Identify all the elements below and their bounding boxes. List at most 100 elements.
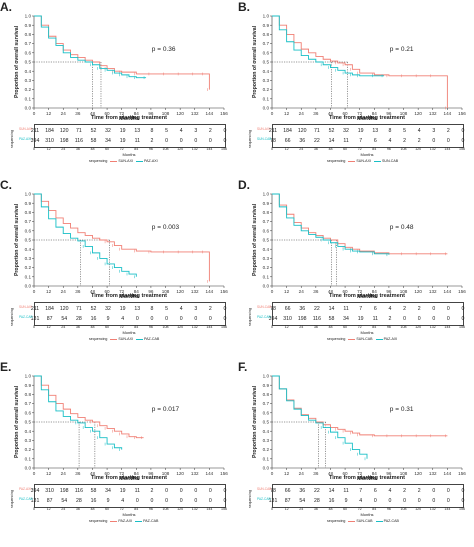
risk-count: 0 [194,488,198,494]
risk-x-title: Months [360,330,374,335]
risk-count: 78 [270,306,276,312]
risk-x-tick-label: 0 [33,147,35,151]
x-tick-label: 24 [299,289,305,294]
risk-count: 19 [119,306,126,312]
x-tick-label: 24 [61,289,67,294]
risk-x-tick-label: 108 [162,147,169,151]
y-axis-title: Proportion of overall survival [14,203,20,277]
x-tick-label: 156 [458,111,466,116]
x-tick-label: 144 [444,289,452,294]
risk-count: 131 [30,498,40,504]
risk-x-tick-label: 72 [357,325,362,329]
x-tick-label: 108 [162,471,170,476]
x-tick-label: 48 [328,289,334,294]
legend-item: SUN-CAB [373,159,398,163]
y-tick-label: 1.0 [25,374,32,379]
risk-x-tick-label: 24 [61,147,66,151]
x-tick-label: 12 [46,471,52,476]
risk-count: 211 [30,306,40,312]
x-tick-label: 132 [429,289,437,294]
risk-x-tick-label: 96 [386,147,391,151]
legend-title: sequencing [327,159,346,163]
x-tick-label: 0 [271,471,274,476]
km-curve-paz-cab [34,375,123,450]
risk-count: 19 [119,488,126,494]
y-tick-label: 0.8 [263,32,270,37]
risk-count: 0 [150,316,154,322]
risk-count: 0 [179,498,183,504]
y-axis-title: Proportion of overall survival [252,25,258,99]
x-tick-label: 120 [176,289,184,294]
risk-count: 87 [46,316,53,322]
legend-label: SUN-AXI [356,159,371,163]
risk-table: 394 310 198 116 58 34 19 11 2 0 0 0 0 0 131 87 54 28 16 9 4 0… [31,484,226,508]
risk-count: 0 [165,138,168,144]
risk-count: 2 [150,488,154,494]
risk-table-row: 211 184 120 71 52 32 19 13 8 5 4 3 2 0 [269,127,465,136]
x-tick-label: 60 [343,471,349,476]
x-tick-label: 156 [220,111,228,116]
plot-svg: 0.0 0.1 0.2 0.3 0.4 0.5 0.6 0.7 0.8 0.9 1.0 0 12 24 36… [263,14,467,116]
y-tick-label: 0.1 [263,96,270,101]
x-tick-label: 12 [284,471,290,476]
risk-count: 4 [359,498,363,504]
risk-count: 54 [61,316,68,322]
risk-count: 131 [268,498,278,504]
y-tick-label: 0.5 [263,420,270,425]
risk-x-tick-label: 84 [372,147,377,151]
risk-row-label: PAZ-AXI [19,137,32,141]
risk-count: 52 [328,128,335,134]
risk-x-tick-label: 48 [90,147,95,151]
risk-table-row: 131 87 54 28 16 9 4 0 0 0 0 0 0 0 [269,497,465,506]
risk-count: 4 [388,488,392,494]
x-tick-label: 12 [46,289,52,294]
risk-x-tick-label: 144 [444,147,451,151]
risk-x-tick-label: 12 [46,507,51,511]
risk-count: 2 [403,488,406,494]
legend-swatch [373,160,381,162]
x-tick-label: 96 [148,471,154,476]
risk-x-tick-label: 156 [459,147,465,151]
risk-count: 0 [446,138,450,144]
legend-item: SUN-CAB [348,519,373,523]
legend-label: PAZ-AXI [118,519,133,523]
x-tick-label: 120 [414,111,422,116]
km-curve-sun-axi [34,193,210,282]
legend-item: PAZ-CAB [135,519,158,523]
risk-x-tick-label: 48 [328,325,333,329]
y-axis-title: Proportion of overall survival [252,203,258,277]
risk-count: 198 [59,138,69,144]
y-tick-label: 0.1 [25,456,32,461]
legend-label: PAZ-CAB [143,519,159,523]
risk-count: 184 [283,128,292,134]
legend-label: PAZ-CAB [383,519,399,523]
risk-count: 0 [446,306,450,312]
legend-swatch [348,338,356,340]
risk-count: 36 [299,138,306,144]
risk-count: 0 [135,316,139,322]
y-tick-label: 0.7 [263,219,270,224]
risk-count: 116 [74,138,83,144]
x-tick-label: 96 [148,289,154,294]
risk-count: 6 [373,306,377,312]
risk-table: 211 184 120 71 52 32 19 13 8 5 4 3 2 0 131 87 54 28 16 9 4 0 0… [31,302,226,326]
risk-x-tick-label: 0 [33,507,35,511]
risk-count: 4 [417,128,421,134]
risk-x-tick-label: 132 [191,147,198,151]
x-tick-label: 24 [61,471,67,476]
x-tick-label: 36 [313,289,319,294]
y-tick-label: 0.3 [263,78,270,83]
y-axis-title: Proportion of overall survival [14,385,20,459]
risk-row-label: SUN-AXI [257,127,270,131]
risk-count: 78 [270,138,276,144]
km-curve-paz-axi [34,15,147,79]
x-tick-label: 0 [33,289,36,294]
risk-count: 0 [223,498,227,504]
y-tick-label: 1.0 [25,14,32,19]
risk-count: 0 [223,128,227,134]
x-tick-label: 36 [75,289,81,294]
km-curve-sun-cab [272,15,385,77]
risk-count: 0 [165,488,168,494]
risk-count: 0 [461,128,465,134]
risk-x-tick-label: 12 [284,325,289,329]
